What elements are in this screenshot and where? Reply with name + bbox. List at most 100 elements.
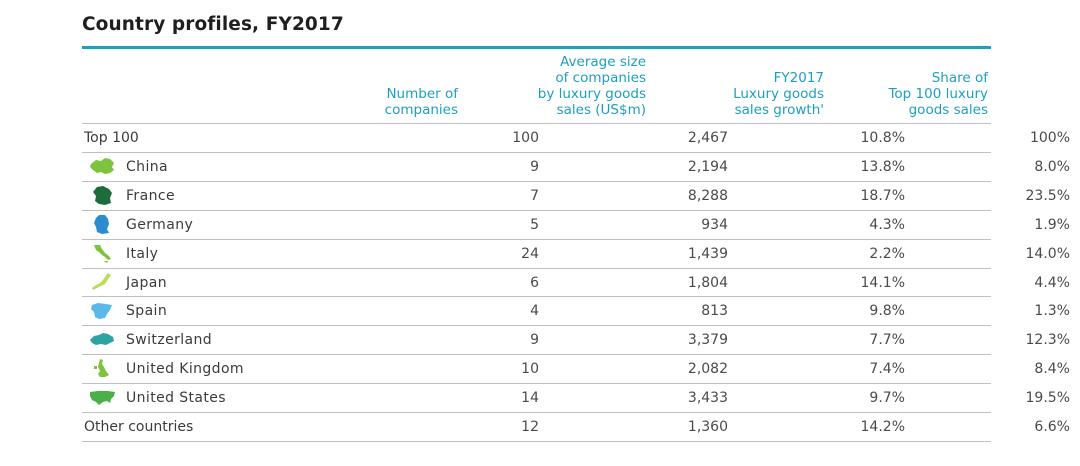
row-divider [82,209,991,211]
header-line: Number of [386,86,458,102]
row-divider [82,151,991,153]
japan-map-icon [88,271,116,293]
table-row: Japan 6 1,804 14.1% 4.4% [82,269,1070,297]
cell-average-size: 813 [701,303,728,320]
header-line: Average size [560,54,646,70]
cell-number-of-companies: 10 [521,361,539,378]
table-row: Top 100 100 2,467 10.8% 100% [82,124,1070,152]
cell-sales-growth: 10.8% [860,130,905,146]
cell-number-of-companies: 7 [530,187,539,204]
cell-sales-growth: 7.4% [869,361,905,378]
cell-average-size: 934 [701,216,728,233]
header-line: companies [384,102,458,118]
header-line: sales growth' [734,102,824,118]
row-country-name: Germany [126,216,194,233]
table-row: Italy 24 1,439 2.2% 14.0% [82,240,1070,268]
cell-average-size: 2,467 [687,130,728,146]
uk-map-icon [88,357,116,379]
header-line: sales (US$m) [556,102,646,118]
cell-share-of-sales: 12.3% [1025,332,1070,349]
header-line: Luxury goods [733,86,824,102]
cell-average-size: 3,433 [687,390,728,407]
cell-number-of-companies: 6 [530,274,539,291]
page-title: Country profiles, FY2017 [82,14,344,35]
cell-number-of-companies: 9 [530,332,539,349]
header-line: Share of [931,70,988,86]
table-row: United Kingdom 10 2,082 7.4% 8.4% [82,355,1070,383]
us-map-icon [88,386,116,408]
cell-average-size: 2,194 [687,158,728,175]
cell-sales-growth: 7.7% [869,332,905,349]
header-average-size: Average size of companies by luxury good… [500,54,646,118]
cell-share-of-sales: 14.0% [1025,245,1070,262]
cell-number-of-companies: 24 [521,245,539,262]
table-row: Other countries 12 1,360 14.2% 6.6% [82,413,1070,441]
cell-number-of-companies: 9 [530,158,539,175]
cell-sales-growth: 9.7% [869,390,905,407]
cell-average-size: 1,360 [687,419,728,435]
row-divider [82,267,991,269]
spain-map-icon [88,299,116,321]
cell-share-of-sales: 8.0% [1034,158,1070,175]
row-divider [82,123,991,124]
header-line: FY2017 [773,70,824,86]
row-divider [82,383,991,385]
cell-sales-growth: 14.1% [860,274,905,291]
switzerland-map-icon [88,328,116,350]
row-country-name: Japan [126,274,168,291]
cell-sales-growth: 18.7% [860,187,905,204]
cell-share-of-sales: 100% [1029,130,1070,146]
row-country-name: Other countries [84,419,194,435]
cell-sales-growth: 14.2% [860,419,905,435]
row-divider [82,412,991,413]
table-row: Switzerland 9 3,379 7.7% 12.3% [82,326,1070,354]
cell-average-size: 1,439 [687,245,728,262]
cell-share-of-sales: 23.5% [1025,187,1070,204]
table-row: United States 14 3,433 9.7% 19.5% [82,384,1070,412]
row-country-name: Top 100 [84,130,139,146]
cell-average-size: 2,082 [687,361,728,378]
cell-average-size: 8,288 [687,187,728,204]
cell-average-size: 3,379 [687,332,728,349]
italy-map-icon [88,242,116,264]
row-country-name: China [126,158,168,175]
row-country-name: Spain [126,303,168,320]
cell-number-of-companies: 14 [521,390,539,407]
row-divider [82,325,991,327]
cell-sales-growth: 9.8% [869,303,905,320]
cell-average-size: 1,804 [687,274,728,291]
row-country-name: United Kingdom [126,361,244,378]
header-line: of companies [555,70,646,86]
cell-share-of-sales: 6.6% [1034,419,1070,435]
header-rule [82,46,991,49]
cell-share-of-sales: 4.4% [1034,274,1070,291]
cell-share-of-sales: 19.5% [1025,390,1070,407]
table-row: France 7 8,288 18.7% 23.5% [82,182,1070,210]
row-divider [82,354,991,356]
cell-number-of-companies: 4 [530,303,539,320]
cell-sales-growth: 13.8% [860,158,905,175]
table-row: Germany 5 934 4.3% 1.9% [82,211,1070,239]
row-country-name: France [126,187,175,204]
header-share-of-sales: Share of Top 100 luxury goods sales [850,70,988,118]
cell-share-of-sales: 8.4% [1034,361,1070,378]
cell-sales-growth: 4.3% [869,216,905,233]
header-line: goods sales [908,102,988,118]
row-divider [82,180,991,182]
cell-number-of-companies: 100 [512,130,539,146]
row-divider [82,296,991,298]
header-number-of-companies: Number of companies [340,86,458,118]
header-sales-growth: FY2017 Luxury goods sales growth' [680,70,824,118]
cell-sales-growth: 2.2% [869,245,905,262]
row-country-name: Switzerland [126,332,213,349]
header-line: Top 100 luxury [888,86,988,102]
header-line: by luxury goods [537,86,646,102]
row-country-name: Italy [126,245,159,262]
cell-number-of-companies: 5 [530,216,539,233]
germany-map-icon [88,213,116,235]
cell-share-of-sales: 1.9% [1034,216,1070,233]
row-divider [82,238,991,240]
table-row: China 9 2,194 13.8% 8.0% [82,153,1070,181]
table-bottom-rule [82,440,991,442]
